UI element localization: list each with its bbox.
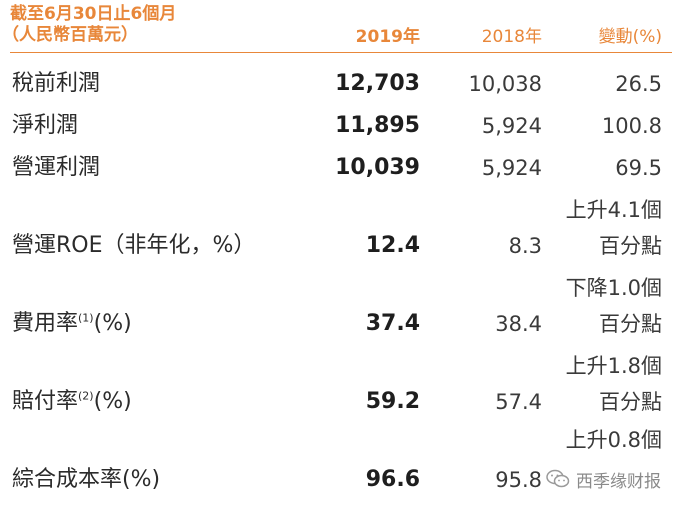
row-label-text: 賠付率	[12, 389, 79, 414]
value-2019: 12.4	[365, 233, 420, 258]
header-unit: （人民幣百萬元）	[2, 25, 138, 45]
row-label-suffix: (%)	[93, 389, 132, 414]
value-2018: 5,924	[481, 114, 542, 138]
value-change-line2: 百分點	[599, 312, 662, 336]
footnote-marker: (2)	[78, 389, 94, 403]
value-change: 100.8	[601, 114, 662, 138]
value-2019: 12,703	[335, 71, 420, 96]
header-col-change: 變動(%)	[598, 27, 662, 47]
table-row: 稅前利潤 12,703 10,038 26.5	[0, 64, 694, 104]
row-label: 費用率(1)(%)	[12, 304, 132, 344]
value-2018: 57.4	[495, 390, 542, 414]
row-label-suffix: (%)	[93, 311, 132, 336]
table-row: 綜合成本率(%) 96.6 95.8	[0, 460, 694, 500]
row-label: 淨利潤	[12, 113, 79, 138]
row-label-text: 費用率	[12, 311, 79, 336]
row-label: 營運利潤	[12, 155, 101, 180]
value-2019: 59.2	[365, 389, 420, 414]
value-2018: 10,038	[468, 72, 542, 96]
header-divider	[10, 52, 672, 53]
wechat-icon	[546, 469, 570, 488]
value-change-line1: 上升4.1個	[565, 198, 662, 222]
value-change-line1: 上升0.8個	[565, 428, 662, 452]
value-change-line2: 百分點	[599, 234, 662, 258]
table-row: 賠付率(2)(%) 59.2 57.4 百分點	[0, 382, 694, 422]
table-row: 費用率(1)(%) 37.4 38.4 百分點	[0, 304, 694, 344]
value-change-line1: 上升1.8個	[565, 354, 662, 378]
value-2019: 96.6	[365, 467, 420, 492]
table-row: 營運利潤 10,039 5,924 69.5	[0, 148, 694, 188]
header-col-2018: 2018年	[481, 27, 542, 47]
table-row: 淨利潤 11,895 5,924 100.8	[0, 106, 694, 146]
watermark-text: 西季缘财报	[576, 471, 661, 492]
value-2018: 8.3	[508, 234, 542, 258]
value-change-line2: 百分點	[599, 390, 662, 414]
value-2019: 37.4	[365, 311, 420, 336]
header-period: 截至6月30日止6個月	[10, 4, 177, 24]
table-row: 營運ROE（非年化，%） 12.4 8.3 百分點	[0, 226, 694, 266]
row-label: 稅前利潤	[12, 71, 101, 96]
row-label: 營運ROE（非年化，%）	[12, 233, 256, 258]
watermark: 西季缘财报	[546, 466, 661, 492]
row-label: 賠付率(2)(%)	[12, 382, 132, 422]
value-2018: 95.8	[495, 468, 542, 492]
value-2019: 10,039	[335, 155, 420, 180]
value-change: 69.5	[615, 156, 662, 180]
header-col-2019: 2019年	[355, 27, 420, 47]
value-change-line1: 下降1.0個	[565, 276, 662, 300]
value-2018: 38.4	[495, 312, 542, 336]
value-2019: 11,895	[335, 113, 420, 138]
value-2018: 5,924	[481, 156, 542, 180]
footnote-marker: (1)	[78, 311, 94, 325]
value-change: 26.5	[615, 72, 662, 96]
row-label: 綜合成本率(%)	[12, 467, 161, 492]
